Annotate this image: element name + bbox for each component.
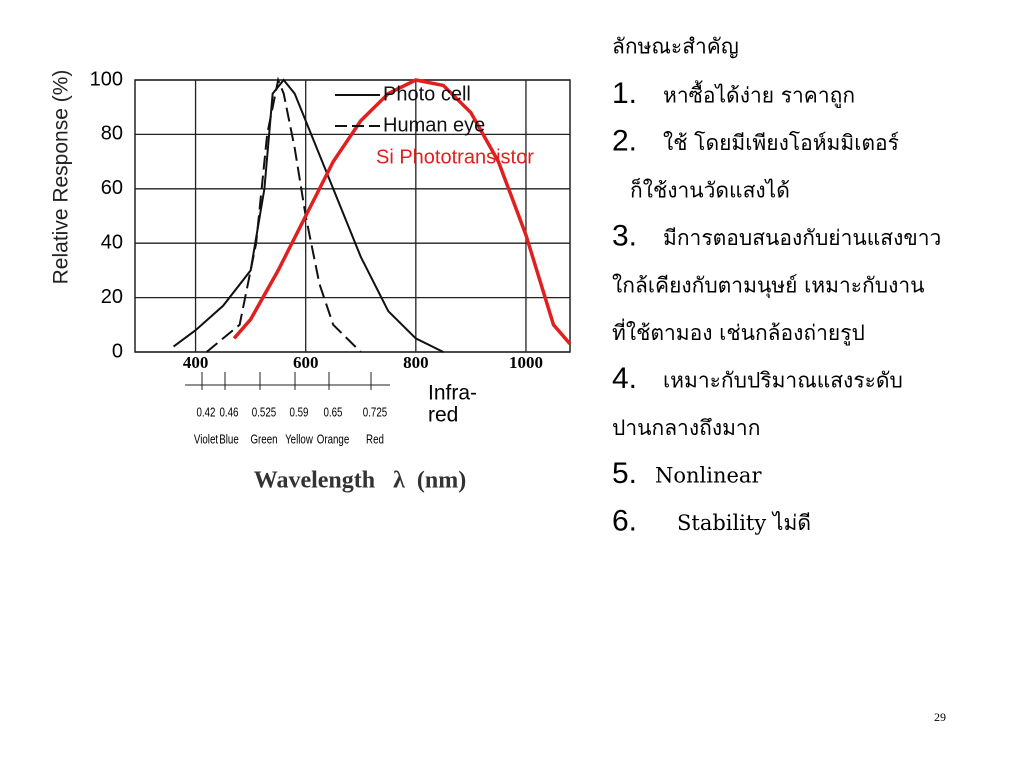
legend-label: Si Phototransistor (376, 146, 534, 168)
x-tick-label: 800 (403, 353, 429, 372)
band-name: Violet (194, 433, 219, 447)
band-micron: 0.46 (220, 406, 239, 420)
page-number: 29 (934, 710, 946, 724)
y-tick-label: 40 (101, 231, 123, 253)
band-micron: 0.725 (363, 406, 387, 420)
item-text: มีการตอบสนองกับย่านแสงขาว (663, 226, 941, 250)
band-name: Green (250, 433, 277, 447)
series-line (205, 76, 362, 353)
band-micron: 0.525 (252, 406, 276, 420)
legend-label: Photo cell (383, 83, 471, 105)
item-number: 4. (612, 362, 637, 395)
item-text: ก็ใช้งานวัดแสงได้ (630, 177, 790, 203)
item-number: 3. (612, 219, 637, 252)
y-tick-label: 80 (101, 123, 123, 145)
item-number: 2. (612, 124, 637, 157)
item-number: 5. (612, 457, 637, 490)
item-text: ใช้ โดยมีเพียงโอห์มมิเตอร์ (663, 131, 899, 155)
y-tick-label: 100 (90, 68, 123, 90)
heading: ลักษณะสำคัญ (612, 35, 739, 59)
annotation: red (428, 404, 458, 427)
y-tick-label: 20 (101, 286, 123, 308)
plot-frame (134, 79, 571, 353)
item-text: Stability ไม่ดี (677, 511, 811, 535)
item-text: Nonlinear (655, 464, 762, 488)
item-number: 6. (612, 504, 637, 537)
band-name: Orange (317, 433, 350, 447)
item-text: ปานกลางถึงมาก (612, 416, 760, 440)
x-tick-label: 600 (293, 353, 319, 372)
band-micron: 0.59 (290, 406, 309, 420)
item-text: ใกล้เคียงกับตามนุษย์ เหมาะกับงาน (612, 274, 925, 299)
band-name: Yellow (285, 433, 313, 447)
x-tick-label: 400 (183, 353, 209, 372)
legend-label: Human eye (383, 114, 485, 136)
series-line (172, 78, 444, 353)
item-text: ที่ใช้ตามอง เช่นกล้องถ่ายรูป (612, 318, 865, 346)
x-axis-label: Wavelength λ (nm) (254, 468, 466, 494)
band-name: Blue (219, 433, 239, 447)
item-text: หาซื้อได้ง่าย ราคาถูก (663, 81, 855, 109)
band-micron: 0.42 (197, 406, 216, 420)
band-micron: 0.65 (324, 406, 343, 420)
y-tick-label: 60 (101, 177, 123, 199)
x-tick-label: 1000 (509, 353, 543, 372)
band-name: Red (366, 433, 384, 447)
y-tick-label: 0 (112, 340, 123, 362)
y-axis-label: Relative Response (%) (50, 70, 73, 285)
annotation: Infra- (428, 382, 477, 405)
series-line (232, 78, 572, 345)
item-number: 1. (612, 77, 637, 110)
item-text: เหมาะกับปริมาณแสงระดับ (663, 369, 903, 393)
